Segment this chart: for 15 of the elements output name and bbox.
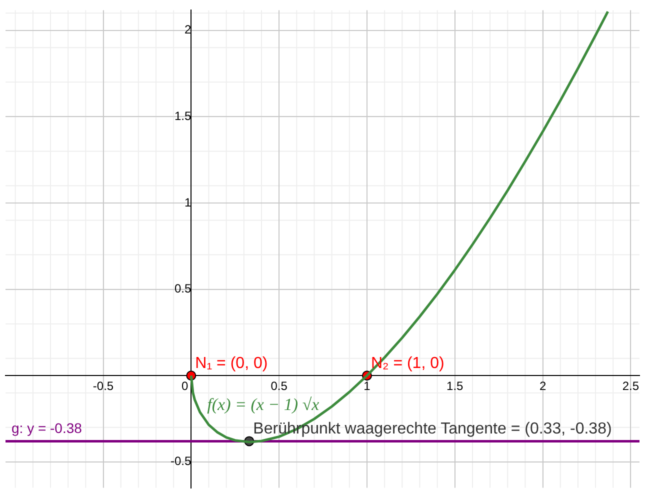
y-tick-label: -0.5 bbox=[170, 454, 192, 468]
x-tick-label: 1.5 bbox=[446, 378, 464, 393]
x-tick-label: 1 bbox=[364, 378, 371, 393]
x-tick-label: 0 bbox=[181, 378, 188, 393]
ref-line-label: g: y = -0.38 bbox=[12, 420, 82, 436]
annotation: N₁ = (0, 0) bbox=[195, 355, 268, 372]
y-tick-label: 2 bbox=[184, 22, 192, 37]
y-tick-label: 1.5 bbox=[174, 109, 192, 124]
y-tick-label: 1 bbox=[184, 195, 192, 210]
annotation: f(x) = (x − 1) √x bbox=[207, 395, 320, 414]
x-tick-label: 0.5 bbox=[270, 378, 288, 393]
x-tick-label: -0.5 bbox=[92, 378, 114, 393]
x-tick-label: 2.5 bbox=[622, 378, 640, 393]
x-tick-label: 2 bbox=[539, 378, 546, 393]
y-tick-label: 0.5 bbox=[174, 282, 192, 296]
